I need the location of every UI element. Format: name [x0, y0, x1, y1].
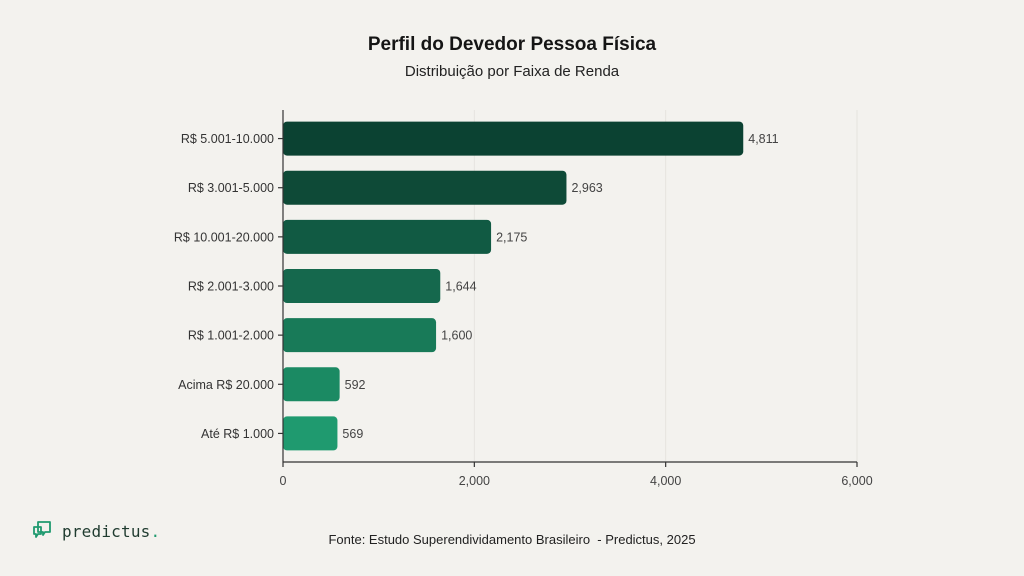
bar — [283, 170, 567, 205]
category-label: R$ 1.001-2.000 — [188, 329, 274, 343]
bar — [283, 121, 744, 156]
value-label: 569 — [342, 427, 363, 441]
category-label: R$ 10.001-20.000 — [174, 230, 274, 244]
x-tick-label: 0 — [280, 474, 287, 488]
value-label: 2,175 — [496, 230, 527, 244]
predictus-logo: predictus — [32, 520, 160, 542]
category-label: R$ 3.001-5.000 — [188, 181, 274, 195]
value-label: 1,600 — [441, 329, 472, 343]
x-tick-label: 2,000 — [459, 474, 490, 488]
bar — [283, 219, 492, 254]
chart-subtitle: Distribuição por Faixa de Renda — [404, 63, 620, 80]
category-label: Acima R$ 20.000 — [178, 378, 274, 392]
predictus-logo-icon — [33, 521, 51, 538]
value-label: 4,811 — [748, 132, 778, 146]
source-note: Fonte: Estudo Superendividamento Brasile… — [328, 532, 696, 547]
category-label: R$ 5.001-10.000 — [181, 132, 274, 146]
category-label: Até R$ 1.000 — [201, 427, 274, 441]
x-tick-label: 4,000 — [650, 474, 681, 488]
value-label: 1,644 — [445, 280, 476, 294]
bar — [283, 269, 441, 303]
value-label: 2,963 — [571, 181, 602, 195]
category-label: R$ 2.001-3.000 — [188, 280, 274, 294]
value-label: 592 — [345, 378, 366, 392]
bar — [283, 367, 340, 402]
logo-text: predictus — [62, 522, 160, 541]
bar — [283, 416, 338, 451]
bar — [283, 318, 437, 353]
chart-title: Perfil do Devedor Pessoa Física — [367, 34, 657, 55]
x-tick-label: 6,000 — [841, 474, 872, 488]
